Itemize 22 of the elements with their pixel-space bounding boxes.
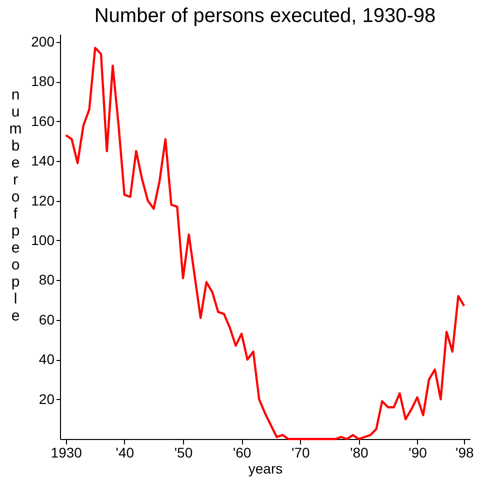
y-tick-label: 160	[31, 112, 55, 129]
y-tick-label: 120	[31, 192, 55, 208]
x-tick-label: 1930	[50, 444, 82, 460]
y-tick-label: 100	[31, 232, 55, 248]
x-axis-title: years	[248, 460, 283, 476]
line-series	[64, 46, 466, 440]
y-tick-label: 40	[38, 351, 55, 368]
text: number of people	[9, 86, 22, 324]
y-tick-label: 200	[31, 33, 55, 50]
x-tick-label: '60	[232, 444, 252, 460]
y-tick-label: 140	[31, 152, 55, 169]
x-tick-label: '40	[116, 444, 134, 460]
chart-title: Number of persons executed, 1930-98	[94, 5, 436, 27]
y-tick-label: 80	[38, 272, 55, 288]
x-tick-label: '80	[350, 444, 369, 460]
x-tick-label: '50	[174, 444, 193, 460]
x-tick-label: '90	[408, 444, 428, 460]
x-tick-label: '98	[456, 444, 474, 460]
x-tick-label: '70	[292, 444, 310, 460]
y-tick-label: 20	[38, 390, 55, 407]
y-tick-label: 180	[31, 73, 55, 90]
y-tick-label: 60	[38, 311, 55, 328]
